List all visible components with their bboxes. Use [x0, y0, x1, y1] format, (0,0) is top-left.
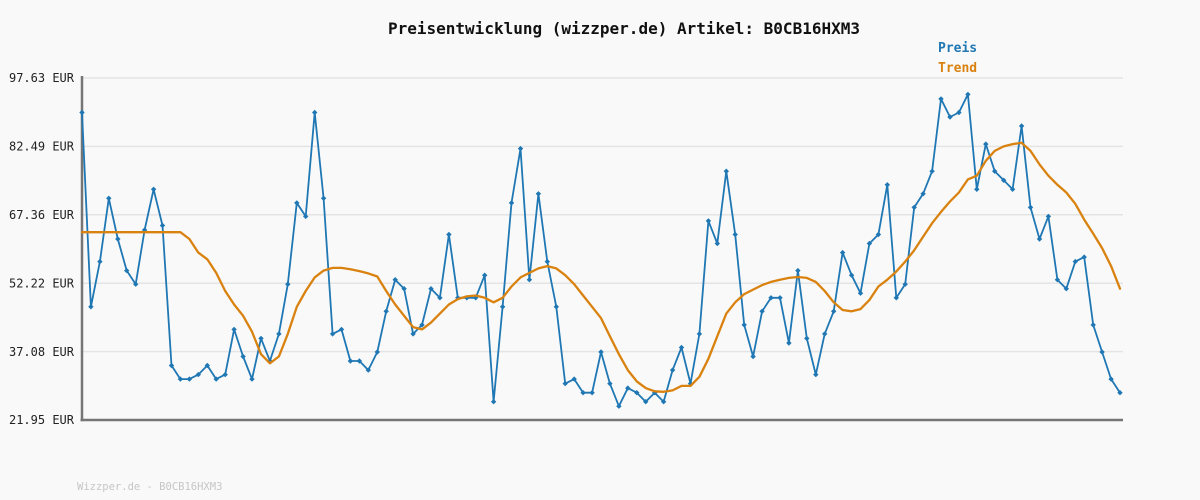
y-tick-label: 37.08 EUR: [9, 345, 75, 359]
price-series-line: [81, 93, 1121, 408]
trend-series-line: [80, 141, 1122, 393]
y-tick-label: 82.49 EUR: [9, 140, 75, 154]
y-tick-label: 21.95 EUR: [9, 413, 75, 427]
price-point-markers: [79, 91, 1123, 409]
y-tick-label: 97.63 EUR: [9, 71, 75, 85]
legend-item-preis: Preis: [938, 41, 978, 56]
y-tick-label: 52.22 EUR: [9, 276, 75, 290]
chart-legend: Preis Trend: [938, 39, 977, 78]
legend-item-trend: Trend: [938, 60, 978, 76]
watermark-label: Wizzper.de - B0CB16HXM3: [77, 481, 223, 493]
chart-title: Preisentwicklung (wizzper.de) Artikel: B…: [387, 19, 860, 38]
y-tick-label: 67.36 EUR: [9, 208, 75, 222]
